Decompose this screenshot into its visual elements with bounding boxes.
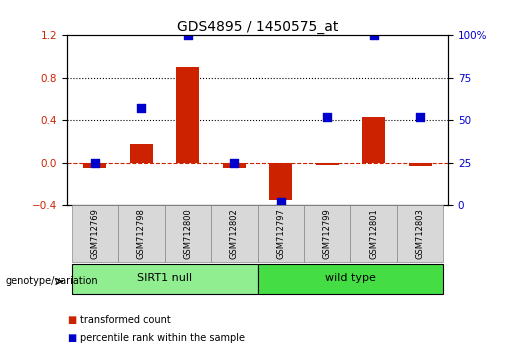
Bar [176,67,199,163]
Text: GSM712799: GSM712799 [323,208,332,259]
Point [230,160,238,166]
Bar [350,205,397,262]
Text: GSM712797: GSM712797 [276,208,285,259]
Bar [258,205,304,262]
Bar [362,117,385,163]
Bar [118,205,165,262]
Point [184,33,192,38]
Text: ■: ■ [67,315,76,325]
Text: GSM712769: GSM712769 [90,208,99,259]
Bar [316,163,339,165]
Text: GSM712802: GSM712802 [230,208,239,259]
Bar [165,205,211,262]
Point [137,105,145,111]
Bar [304,205,350,262]
Title: GDS4895 / 1450575_at: GDS4895 / 1450575_at [177,21,338,34]
Bar [269,163,293,200]
Point [416,114,424,120]
Text: wild type: wild type [325,273,376,283]
Bar [258,264,443,294]
Point [370,33,378,38]
Text: GSM712801: GSM712801 [369,208,378,259]
Text: genotype/variation: genotype/variation [5,276,98,286]
Point [323,114,331,120]
Text: SIRT1 null: SIRT1 null [137,273,192,283]
Bar [211,205,258,262]
Text: GSM712803: GSM712803 [416,208,425,259]
Text: percentile rank within the sample: percentile rank within the sample [80,333,245,343]
Bar [222,163,246,168]
Bar [72,205,118,262]
Bar [397,205,443,262]
Text: ■: ■ [67,333,76,343]
Point [91,160,99,166]
Text: transformed count: transformed count [80,315,170,325]
Bar [408,163,432,166]
Bar [72,264,258,294]
Point [277,199,285,205]
Text: GSM712798: GSM712798 [137,208,146,259]
Text: GSM712800: GSM712800 [183,208,192,259]
Bar [83,163,107,168]
Bar [130,144,153,163]
